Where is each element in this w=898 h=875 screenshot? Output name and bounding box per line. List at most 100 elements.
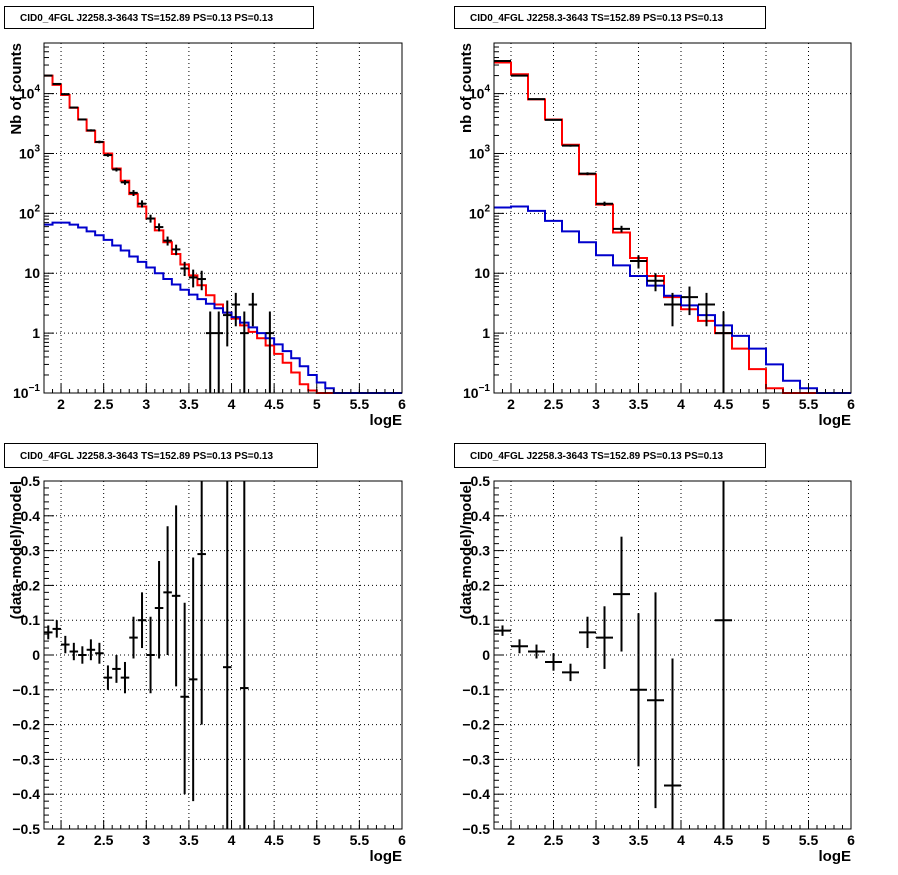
x-tick-label: 6 [398,396,406,412]
data-point [528,98,545,101]
data-point [562,663,579,682]
chart-counts-right: CID0_4FGL J2258.3-3643 TS=152.89 PS=0.13… [454,6,855,429]
y-tick-label: 104 [469,84,491,102]
data-point [562,144,579,147]
x-tick-label: 3.5 [629,396,649,412]
data-point [698,292,715,327]
data-point [112,655,121,683]
x-tick-label: 3 [592,832,600,848]
x-tick-label: 4.5 [714,396,734,412]
data-point [86,639,96,661]
y-tick-label: −0.5 [462,821,490,837]
y-tick-label: −0.3 [462,751,490,767]
x-tick-label: 3.5 [179,396,199,412]
x-axis-label: logE [819,412,852,429]
y-tick-label: 0.4 [471,508,491,524]
chart-title: CID0_4FGL J2258.3-3643 TS=152.89 PS=0.13… [20,451,273,462]
data-point [494,625,511,636]
x-tick-label: 3.5 [629,832,649,848]
y-tick-label: 0.2 [21,577,41,593]
data-point [61,93,70,96]
chart-title: CID0_4FGL J2258.3-3643 TS=152.89 PS=0.13… [470,451,723,462]
data-point [171,505,181,687]
data-points [494,481,732,829]
data-point [52,82,62,85]
title-box [4,443,318,468]
x-tick-label: 5 [762,396,770,412]
x-tick-label: 2.5 [544,396,564,412]
data-point [146,214,155,223]
data-point [681,286,698,316]
x-tick-label: 3.5 [179,832,199,848]
data-point [231,292,241,327]
data-points [44,74,275,393]
y-tick-label: 0.5 [21,473,41,489]
x-tick-label: 3 [142,396,150,412]
data-point [223,300,232,347]
data-point [511,639,528,654]
y-tick-label: 103 [469,143,491,161]
background-model-histogram [44,221,402,394]
y-tick-label: 0.4 [21,508,41,524]
data-point [112,167,121,172]
data-point [528,644,545,659]
y-tick-label: −0.5 [12,821,40,837]
title-box [454,6,766,29]
x-tick-label: 5.5 [799,832,819,848]
data-point [223,481,232,829]
data-point [579,172,596,176]
y-tick-label: 0.1 [471,612,491,628]
x-tick-label: 2.5 [94,832,114,848]
x-tick-label: 4 [677,832,685,848]
chart-title: CID0_4FGL J2258.3-3643 TS=152.89 PS=0.13… [470,13,723,24]
data-point [613,536,630,652]
x-tick-label: 4.5 [264,832,284,848]
data-point [69,106,79,109]
y-tick-label: 0.1 [21,612,41,628]
x-axis-label: logE [370,412,403,429]
data-point [596,201,613,206]
x-tick-label: 4.5 [264,396,284,412]
y-tick-label: 104 [19,84,41,102]
y-tick-label: 10−1 [463,383,490,401]
data-point [248,292,258,327]
data-point [188,269,198,288]
total-model-histogram [44,74,402,394]
data-point [664,658,681,829]
x-tick-label: 3 [142,832,150,848]
y-tick-label: −0.4 [12,786,40,802]
data-points [494,60,732,393]
x-tick-label: 5 [762,832,770,848]
data-point [95,140,104,144]
x-axis-label: logE [819,848,852,865]
x-tick-label: 6 [847,832,855,848]
title-box [454,443,766,468]
data-point [613,225,630,233]
data-point [120,661,130,694]
data-point [146,616,155,694]
y-tick-label: 1 [482,325,490,341]
grid [44,480,403,830]
data-point [154,561,164,659]
data-point [647,273,664,292]
total-model-histogram [494,61,851,394]
x-tick-label: 2 [507,396,515,412]
y-axis-label: (data-model)/model [8,481,25,619]
data-point [129,190,138,196]
data-point [240,311,249,393]
y-tick-label: −0.4 [462,786,490,802]
grid [494,43,852,394]
data-point [214,311,223,393]
y-tick-label: −0.3 [12,751,40,767]
data-point [103,153,113,157]
x-tick-label: 2 [57,396,65,412]
x-tick-label: 3 [592,396,600,412]
data-point [44,625,53,640]
data-point [137,200,147,208]
y-tick-label: 1 [32,325,40,341]
x-tick-label: 5.5 [350,832,370,848]
